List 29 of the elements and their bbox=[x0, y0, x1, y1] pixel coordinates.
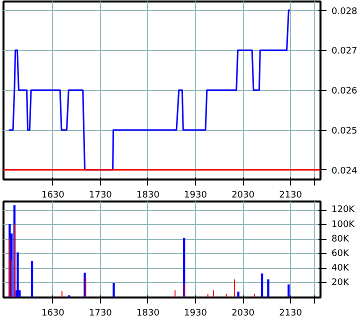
x-tick-label: 1730 bbox=[89, 308, 112, 318]
y-tick-label: 0.028 bbox=[332, 6, 358, 17]
x-tick-label: 2030 bbox=[232, 190, 255, 200]
bar bbox=[237, 292, 240, 298]
x-tick-label: 1930 bbox=[184, 308, 208, 318]
y-tick-label: 120K bbox=[332, 205, 356, 216]
bar bbox=[112, 282, 115, 298]
y-tick-label: 0.027 bbox=[332, 46, 358, 57]
x-tick-label: 2130 bbox=[279, 308, 302, 318]
y-tick-label: 100K bbox=[332, 220, 356, 230]
bar bbox=[30, 261, 34, 298]
bar bbox=[267, 279, 270, 298]
y-tick-label: 0.024 bbox=[332, 166, 358, 176]
x-tick-label: 1930 bbox=[184, 190, 208, 200]
y-tick-label: 20K bbox=[332, 278, 350, 288]
x-tick-label: 1630 bbox=[41, 190, 65, 200]
x-tick-label: 1630 bbox=[41, 308, 65, 318]
line-series bbox=[8, 10, 291, 171]
x-tick-label: 1830 bbox=[136, 308, 160, 318]
y-tick-label: 0.025 bbox=[332, 126, 358, 137]
y-tick-label: 60K bbox=[332, 248, 350, 259]
x-tick-label: 2030 bbox=[232, 308, 255, 318]
y-tick-label: 40K bbox=[332, 263, 350, 274]
x-tick-label: 1730 bbox=[89, 190, 112, 200]
x-tick-label: 2130 bbox=[279, 190, 302, 200]
y-tick-label: 0.026 bbox=[332, 86, 358, 97]
bar bbox=[260, 274, 264, 298]
x-tick-label: 1830 bbox=[136, 190, 160, 200]
y-tick-label: 80K bbox=[332, 234, 350, 244]
